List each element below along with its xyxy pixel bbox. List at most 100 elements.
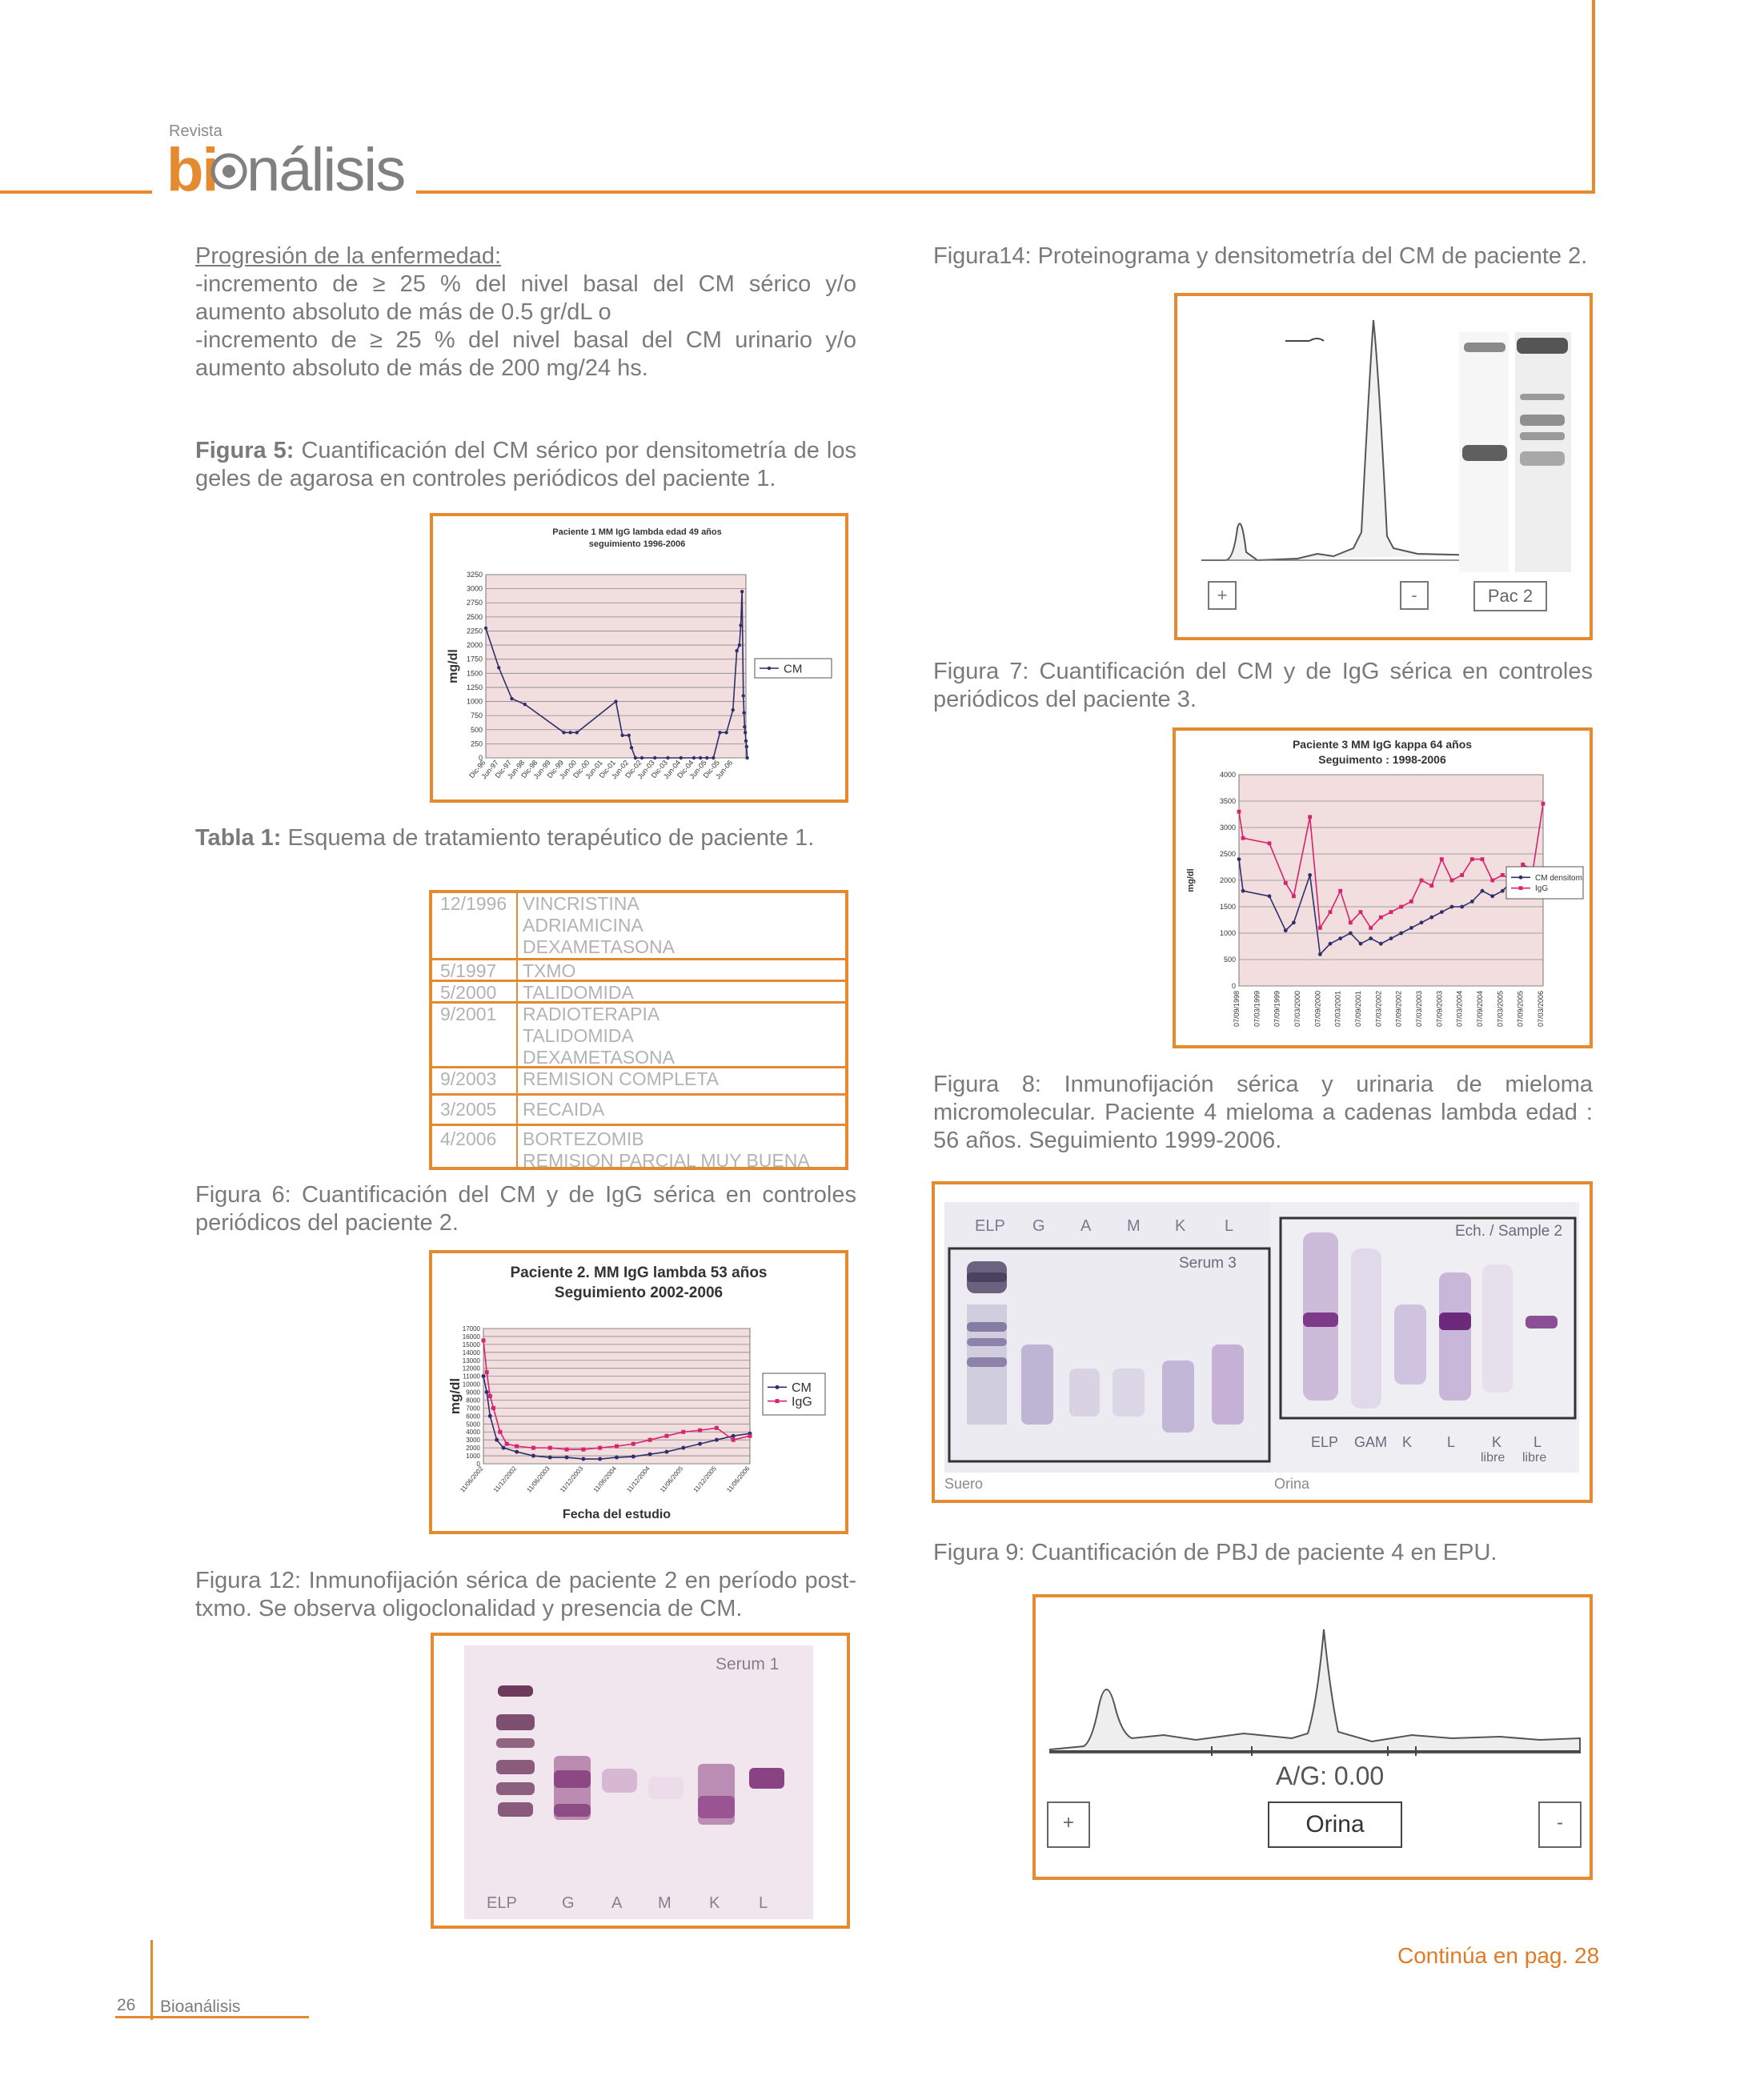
data-point (629, 746, 634, 750)
table-row-text: TALIDOMIDA (523, 982, 634, 1004)
data-point (1237, 809, 1241, 814)
y-tick-label: 1000 (467, 698, 483, 706)
y-axis-label: mg/dl (447, 649, 460, 683)
y-tick-label: 2000 (1220, 876, 1236, 884)
legend-marker (1518, 886, 1523, 891)
fig12-gel-frame: Serum 1 ELP G A M K L (431, 1633, 850, 1929)
x-tick-label: 07/03/2003 (1415, 991, 1423, 1027)
fig8-gel: ELP G A M K L Serum 3 Ech. / Sample 2 (944, 1202, 1579, 1492)
table-row-line: VINCRISTINA (523, 893, 639, 914)
y-tick-label: 3000 (466, 1437, 480, 1444)
y-tick-label: 2000 (467, 641, 483, 649)
x-tick-label: 07/09/2000 (1313, 991, 1321, 1027)
svg-text:nálisis: nálisis (247, 136, 404, 200)
table-row-line: TALIDOMIDA (523, 1025, 634, 1046)
legend-marker (775, 1385, 780, 1389)
chart-title: seguimiento 1996-2006 (589, 539, 685, 549)
data-point (1409, 926, 1413, 930)
data-point (698, 1428, 703, 1433)
fig8-serum-label: Serum 3 (1179, 1255, 1237, 1272)
fig9-minus-button[interactable]: - (1538, 1801, 1582, 1848)
data-point (1308, 873, 1313, 877)
y-tick-label: 17000 (463, 1325, 481, 1333)
fig12-lane-label: M (658, 1894, 672, 1912)
data-point (1241, 836, 1245, 840)
fig14-plus-button[interactable]: + (1208, 581, 1237, 610)
data-point (743, 725, 747, 729)
fig9-plus-button[interactable]: + (1047, 1801, 1090, 1848)
fig8-top-lane-label: K (1175, 1217, 1186, 1235)
table-row-line: TALIDOMIDA (523, 982, 634, 1003)
header-kicker: Revista (169, 122, 223, 140)
fig12-lane-label: ELP (487, 1894, 517, 1912)
fig8-urine-lane-k (1394, 1304, 1426, 1385)
y-tick-label: 0 (479, 754, 483, 762)
table-row-line: RECAIDA (523, 1099, 605, 1120)
data-point (714, 1425, 719, 1430)
data-point (1267, 841, 1272, 846)
data-point (598, 1445, 603, 1450)
y-tick-label: 500 (1224, 956, 1236, 964)
data-point (1480, 888, 1485, 893)
data-point (581, 1447, 586, 1452)
data-point (1348, 920, 1353, 925)
data-point (647, 1452, 652, 1457)
fig14-sample-button[interactable]: Pac 2 (1473, 581, 1547, 611)
progression-heading: Progresión de la enfermedad: (195, 243, 502, 269)
table-row: 12/1996 VINCRISTINA ADRIAMICINA DEXAMETA… (432, 891, 845, 958)
fig8-bottom-sub-label: libre (1481, 1451, 1505, 1465)
fig14-minus-button[interactable]: - (1400, 581, 1429, 610)
x-tick-label: 11/12/2005 (692, 1465, 719, 1493)
fig9-sample-button[interactable]: Orina (1268, 1801, 1402, 1848)
progression-line-1: -incremento de ≥ 25 % del nivel basal de… (195, 271, 856, 297)
fig5-chart: Paciente 1 MM IgG lambda edad 49 años seg… (447, 527, 832, 780)
data-point (679, 755, 683, 760)
fig8-serum-lane-k (1162, 1361, 1194, 1433)
data-point (510, 696, 514, 701)
x-tick-label: 11/06/2005 (659, 1465, 685, 1493)
data-point (501, 1445, 506, 1450)
x-tick-label: 07/03/2002 (1374, 991, 1382, 1027)
y-tick-label: 0 (1232, 982, 1236, 990)
data-point (1490, 894, 1495, 899)
y-tick-label: 1000 (1220, 929, 1236, 937)
table1-col-divider (516, 893, 518, 1167)
plot-area (485, 574, 747, 759)
y-tick-label: 13000 (463, 1357, 481, 1365)
data-point (681, 1445, 686, 1450)
data-point (1419, 878, 1424, 883)
data-point (1328, 941, 1333, 946)
y-tick-label: 2000 (466, 1445, 480, 1452)
data-point (1500, 888, 1505, 893)
fig8-serum-lane-a (1069, 1369, 1100, 1417)
chart-title: Paciente 2. MM IgG lambda 53 años (511, 1264, 768, 1281)
x-axis-label: Fecha del estudio (563, 1508, 671, 1521)
legend-marker (1518, 875, 1523, 880)
y-tick-label: 9000 (466, 1389, 480, 1397)
fig12-lane-l (749, 1768, 784, 1789)
fig8-serum-lane-g (1021, 1345, 1053, 1425)
y-tick-label: 2500 (467, 613, 483, 621)
data-point (741, 694, 745, 698)
table-row-text: VINCRISTINA ADRIAMICINA DEXAMETASONA (523, 893, 675, 958)
data-point (1237, 857, 1241, 861)
footer-journal-name: Bioanálisis (160, 1998, 241, 2016)
fig14-gel-band (1520, 394, 1565, 400)
plot-area (483, 1328, 751, 1465)
legend-box (762, 1373, 826, 1416)
fig14-densitometry (1201, 319, 1571, 572)
data-point (698, 1441, 703, 1446)
fig14-gel-band (1517, 338, 1568, 354)
y-axis-label: mg/dl (447, 1378, 463, 1414)
data-point (1369, 926, 1373, 930)
x-tick-label: 07/09/2004 (1476, 991, 1484, 1027)
data-point (698, 755, 703, 760)
table1-caption: Tabla 1: Esquema de tratamiento terapéut… (195, 824, 856, 852)
y-tick-label: 1500 (467, 669, 483, 677)
fig12-gel: Serum 1 ELP G A M K L (464, 1645, 813, 1919)
y-tick-label: 6000 (466, 1413, 480, 1420)
progression-line-2: aumento absoluto de más de 0.5 gr/dL o (195, 299, 611, 325)
continue-link[interactable]: Continúa en pag. 28 (1397, 1943, 1600, 1968)
x-tick-label: 11/06/2002 (459, 1465, 485, 1493)
table-row: 9/2003 REMISION COMPLETA (432, 1066, 845, 1096)
